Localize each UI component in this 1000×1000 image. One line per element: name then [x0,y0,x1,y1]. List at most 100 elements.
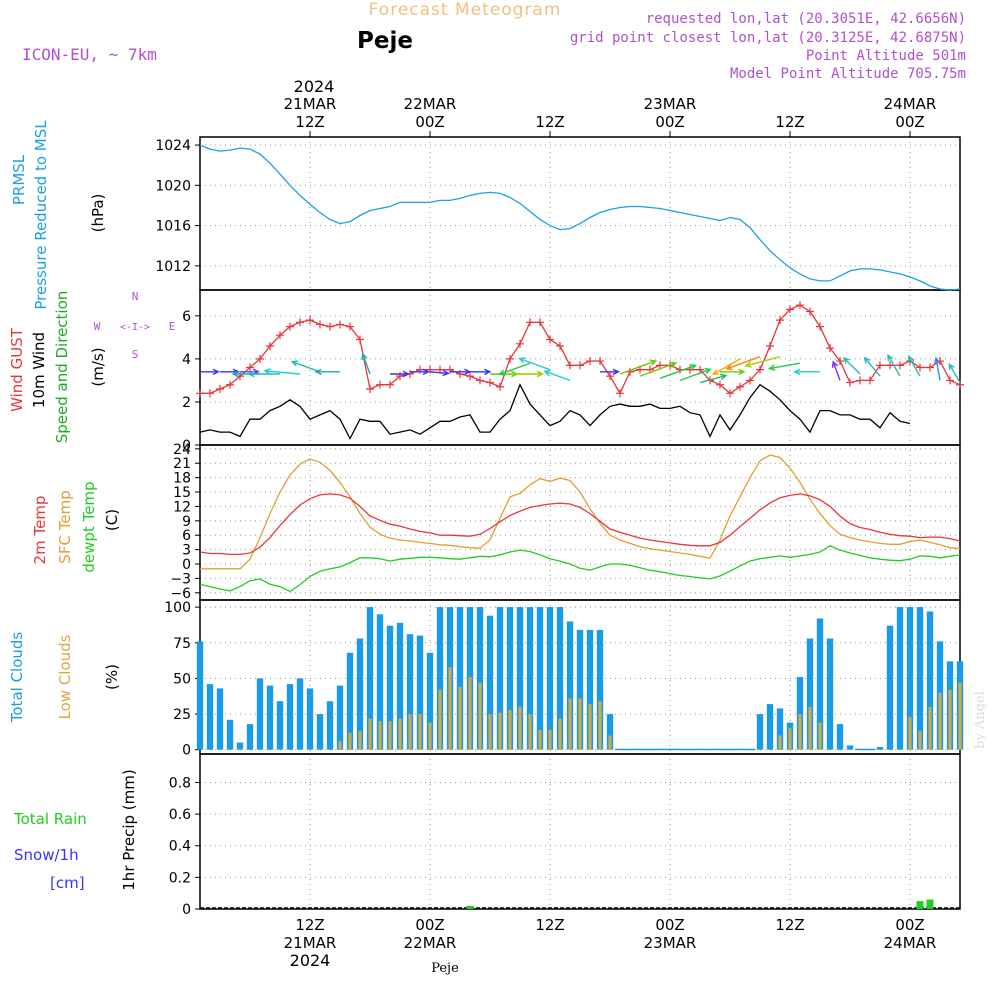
dewpt-temp-line [199,545,961,593]
compass-south: S [132,348,139,361]
total-clouds-bar [665,748,675,751]
total-clouds-bar [306,688,314,750]
low-clouds-bar [368,718,372,750]
wind-direction-arrow [314,368,340,376]
low-clouds-bar [458,687,462,750]
total-clouds-bar [806,638,814,750]
top-date-label: 22MAR [404,95,457,113]
wind-direction-arrow [725,356,761,371]
total-clouds-bar [725,748,735,751]
wind-gust-marker [836,357,844,366]
total-clouds-bar [246,724,254,750]
y-tick-label: 0 [182,438,191,454]
wind-gust-marker [466,372,474,381]
wind-gust-marker [746,376,754,385]
precip-bar [466,905,474,909]
wind-gust-marker [606,372,614,381]
bottom-hour-label: 00Z [655,916,684,934]
low-clouds-bar [598,701,602,750]
top-date-label: 24MAR [884,95,937,113]
total-clouds-bar [506,607,514,750]
wind-gust-marker [276,331,284,340]
wind-direction-arrow [200,368,221,376]
total-clouds-bar [556,607,564,750]
total-clouds-bar [216,688,224,750]
low-clouds-bar [578,698,582,750]
total-clouds-bar [516,607,524,750]
total-clouds-bar [566,621,574,750]
wind-direction-arrow [410,368,431,376]
wind-direction-arrow [863,356,881,377]
wind-gust-marker [266,341,274,350]
total-clouds-bar [846,745,854,750]
y-tick-label: 0.8 [169,775,191,791]
total-clouds-bar [436,607,444,750]
footer-location: Peje [431,961,459,976]
top-hour-label: 00Z [415,113,444,131]
bottom-date-label: 23MAR [644,934,697,952]
total-clouds-bar [546,607,554,750]
wind-gust-marker [576,361,584,370]
total-clouds-label: Total Clouds [8,632,26,724]
temp-unit-label: (C) [103,509,121,531]
requested-coords: requested lon,lat (20.3051E, 42.6656N) [646,11,966,27]
low-clouds-bar [928,706,932,750]
y-tick-label: −6 [170,586,191,602]
total-clouds-bar [386,625,394,750]
panel-frame [199,136,961,291]
total-clouds-bar [906,607,914,750]
y-tick-label: 9 [182,514,191,530]
y-tick-label: 0.6 [169,807,191,823]
wind-gust-marker [486,378,494,387]
wind-gust-marker [336,320,344,329]
wind-direction-arrow [842,356,861,375]
wind-direction-arrow [470,368,492,376]
low-clouds-bar [508,709,512,750]
wind-direction-arrow [907,355,921,377]
wind-direction-arrow [744,356,781,368]
wind-unit-label: (m/s) [89,347,107,386]
y-tick-label: 6 [182,528,191,544]
wind-gust-marker [786,305,794,314]
wind-direction-arrow [639,361,678,377]
y-tick-label: 3 [182,543,191,559]
low-clouds-bar [418,714,422,750]
point-altitude: Point Altitude 501m [806,48,966,64]
wind-compass: N W E S <-I-> [94,290,176,361]
total-clouds-bar [816,618,824,750]
low-clouds-bar [808,706,812,750]
y-tick-label: −3 [170,571,191,587]
low-clouds-bar [378,721,382,750]
temp-2m-line [199,493,961,556]
low-clouds-bar [408,714,412,750]
total-clouds-bar [745,748,755,751]
wind-gust-marker [926,363,934,372]
y-tick-label: 100 [164,600,191,616]
wind-gust-marker [776,316,784,325]
y-tick-label: 0.2 [169,870,191,886]
wind-gust-marker [316,320,324,329]
total-clouds-bar [695,748,705,751]
wind-gust-marker [826,344,834,353]
temp-2m-label: 2m Temp [31,496,49,565]
snow-unit-label: [cm] [50,874,85,892]
total-clouds-bar [476,607,484,750]
total-clouds-bar [855,748,865,751]
wind-speed-direction-label: Speed and Direction [53,291,71,444]
y-tick-label: 21 [173,456,191,472]
wind-direction-arrow [619,359,658,375]
top-hour-label: 00Z [895,113,924,131]
wind-direction-arrow [699,373,728,384]
wind-gust-marker [716,380,724,389]
precip-unit-label: 1hr Precip (mm) [120,769,138,890]
total-clouds-bar [756,714,764,750]
wind-gust-marker [296,318,304,327]
low-clouds-bar [548,729,552,750]
wind-direction-arrow [263,368,301,375]
gridpoint-coords: grid point closest lon,lat (20.3125E, 42… [570,30,966,46]
wind-direction-arrow [429,369,450,377]
wind-gust-marker [506,354,514,363]
y-tick-label: 4 [182,352,191,368]
wind-direction-arrow [792,368,820,376]
